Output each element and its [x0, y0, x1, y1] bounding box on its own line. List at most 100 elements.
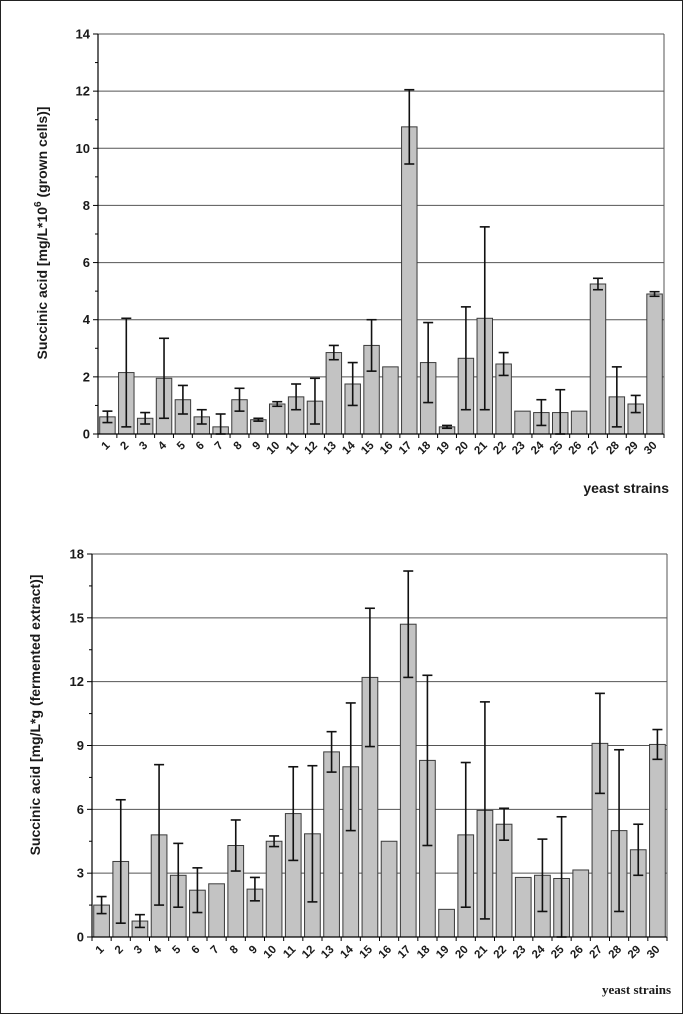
y-tick-label: 6 — [83, 255, 90, 270]
y-tick-label: 8 — [83, 198, 90, 213]
x-tick-label: 27 — [586, 440, 604, 458]
x-tick-label: 21 — [473, 943, 491, 961]
x-tick-label: 29 — [626, 944, 644, 962]
bar-strain-10 — [268, 403, 286, 435]
y-tick-label: 0 — [83, 427, 90, 442]
bar-strain-30 — [649, 743, 666, 938]
x-tick-label: 4 — [151, 943, 164, 956]
bar-strain-13 — [325, 352, 343, 435]
bar-strain-26 — [570, 410, 588, 435]
x-tick-label: 13 — [321, 440, 339, 458]
bar-strain-30 — [646, 293, 663, 435]
y-axis-title: Succinic acid [mg/L*106 (grown cells)] — [33, 107, 50, 360]
x-tick-label: 19 — [435, 440, 453, 458]
x-tick-label: 14 — [338, 943, 356, 961]
x-tick-label: 15 — [358, 943, 376, 961]
x-tick-label: 8 — [232, 439, 245, 452]
x-tick-label: 13 — [319, 944, 337, 962]
x-tick-label: 27 — [588, 944, 606, 962]
y-tick-label: 4 — [83, 312, 91, 327]
y-tick-label: 14 — [76, 27, 91, 42]
x-tick-label: 6 — [190, 944, 203, 957]
bar-strain-22 — [495, 823, 513, 938]
x-tick-label: 30 — [645, 944, 663, 962]
bar-strain-16 — [380, 840, 398, 938]
x-tick-label: 6 — [194, 440, 207, 453]
x-tick-label: 20 — [453, 440, 471, 458]
x-tick-label: 16 — [377, 944, 395, 962]
x-tick-label: 28 — [607, 943, 625, 961]
y-tick-label: 2 — [83, 369, 90, 384]
y-tick-label: 18 — [70, 547, 84, 562]
x-tick-label: 10 — [265, 440, 283, 458]
y-tick-label: 9 — [77, 738, 84, 753]
x-tick-label: 22 — [491, 440, 509, 458]
x-tick-label: 28 — [604, 439, 622, 457]
bar-strain-26 — [572, 869, 590, 938]
x-tick-label: 3 — [137, 440, 150, 453]
x-tick-label: 26 — [567, 440, 585, 458]
bar-strain-19 — [438, 908, 455, 938]
x-tick-label: 18 — [416, 439, 434, 457]
x-tick-label: 8 — [228, 943, 241, 956]
x-tick-label: 16 — [378, 440, 396, 458]
x-tick-label: 11 — [281, 943, 299, 961]
y-axis-title: Succinic acid [mg/L*g (fermented extract… — [27, 575, 43, 856]
x-tick-label: 7 — [209, 944, 222, 957]
y-tick-label: 10 — [76, 141, 90, 156]
bar-strain-27 — [589, 283, 607, 435]
x-tick-label: 17 — [396, 944, 414, 962]
x-tick-label: 12 — [300, 944, 318, 962]
y-tick-label: 0 — [77, 930, 84, 945]
x-axis-title: yeast strains — [583, 480, 669, 496]
bar-strain-23 — [514, 410, 531, 435]
bar-strain-10 — [265, 840, 283, 938]
x-tick-label: 3 — [132, 944, 145, 957]
bar-strain-17 — [401, 126, 418, 435]
x-tick-label: 20 — [453, 944, 471, 962]
x-tick-label: 24 — [529, 439, 547, 457]
x-tick-label: 25 — [549, 943, 567, 961]
x-tick-label: 26 — [568, 944, 586, 962]
y-tick-label: 3 — [77, 866, 84, 881]
x-tick-label: 11 — [284, 439, 302, 457]
x-tick-label: 24 — [530, 943, 548, 961]
x-tick-label: 21 — [472, 439, 490, 457]
x-tick-label: 1 — [100, 439, 113, 452]
x-tick-label: 4 — [156, 439, 169, 452]
x-tick-label: 15 — [359, 439, 377, 457]
y-tick-label: 6 — [77, 802, 84, 817]
x-tick-label: 18 — [415, 943, 433, 961]
bar-strain-13 — [323, 751, 340, 938]
x-tick-label: 19 — [434, 944, 452, 962]
y-tick-label: 12 — [76, 84, 90, 99]
x-tick-label: 1 — [94, 943, 107, 956]
x-tick-label: 23 — [511, 944, 529, 962]
bar-strain-16 — [382, 366, 399, 435]
y-tick-label: 15 — [70, 610, 84, 625]
x-tick-label: 29 — [623, 440, 641, 458]
x-tick-label: 22 — [492, 944, 510, 962]
x-tick-label: 5 — [175, 439, 188, 452]
y-tick-label: 12 — [70, 674, 84, 689]
bar-strain-23 — [514, 876, 532, 938]
x-tick-label: 9 — [247, 944, 260, 957]
x-tick-label: 12 — [303, 440, 321, 458]
x-tick-label: 14 — [340, 439, 358, 457]
x-tick-label: 17 — [397, 440, 415, 458]
x-tick-label: 30 — [642, 440, 660, 458]
x-tick-label: 2 — [118, 440, 131, 453]
bar-strain-7 — [208, 883, 225, 938]
x-tick-label: 9 — [250, 440, 263, 453]
x-tick-label: 5 — [170, 943, 183, 956]
x-axis-title: yeast strains — [602, 982, 671, 997]
x-tick-label: 23 — [510, 440, 528, 458]
x-tick-label: 7 — [213, 440, 226, 453]
x-tick-label: 2 — [113, 944, 126, 957]
x-tick-label: 10 — [262, 944, 280, 962]
